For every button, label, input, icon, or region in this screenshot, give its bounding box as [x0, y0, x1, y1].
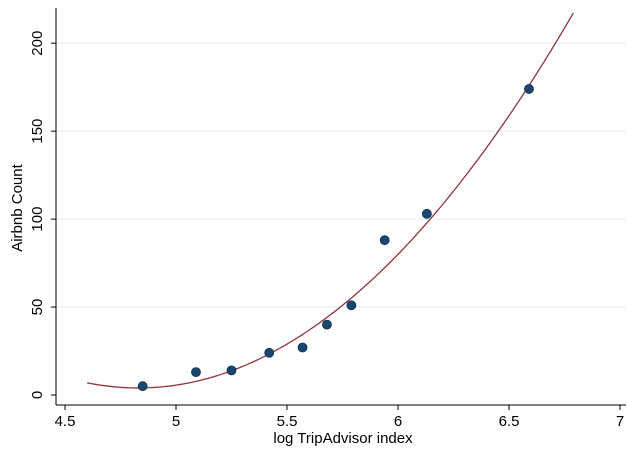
data-point	[524, 84, 534, 94]
data-point	[322, 319, 332, 330]
x-tick-label: 6	[394, 413, 402, 430]
data-point	[379, 235, 390, 246]
data-point	[264, 347, 275, 358]
y-tick-label: 0	[29, 391, 46, 399]
x-axis-title: log TripAdvisor index	[273, 430, 413, 447]
x-tick-label: 6.5	[499, 413, 520, 430]
fitted-curve	[87, 12, 574, 389]
x-tick-label: 4.5	[55, 413, 76, 430]
x-tick-label: 5.5	[277, 413, 298, 430]
x-tick-label: 5	[172, 413, 180, 430]
axes	[51, 8, 626, 410]
y-tick-label: 100	[29, 207, 46, 232]
data-point	[421, 208, 432, 219]
grid-lines	[56, 42, 626, 308]
x-tick-label: 7	[616, 413, 624, 430]
data-point	[346, 300, 357, 311]
data-points	[137, 84, 534, 392]
y-tick-label: 150	[29, 119, 46, 144]
y-tick-label: 200	[29, 31, 46, 56]
data-point	[226, 365, 237, 376]
tick-labels: 0 50 100 150 200 4.5 5 5.5 6 6.5 7	[29, 31, 624, 430]
data-point	[191, 367, 201, 378]
data-point	[297, 342, 308, 353]
fit-curve-layer	[87, 12, 574, 389]
y-axis-title: Airbnb Count	[9, 163, 26, 251]
y-tick-label: 50	[29, 299, 46, 316]
data-point	[137, 381, 148, 392]
